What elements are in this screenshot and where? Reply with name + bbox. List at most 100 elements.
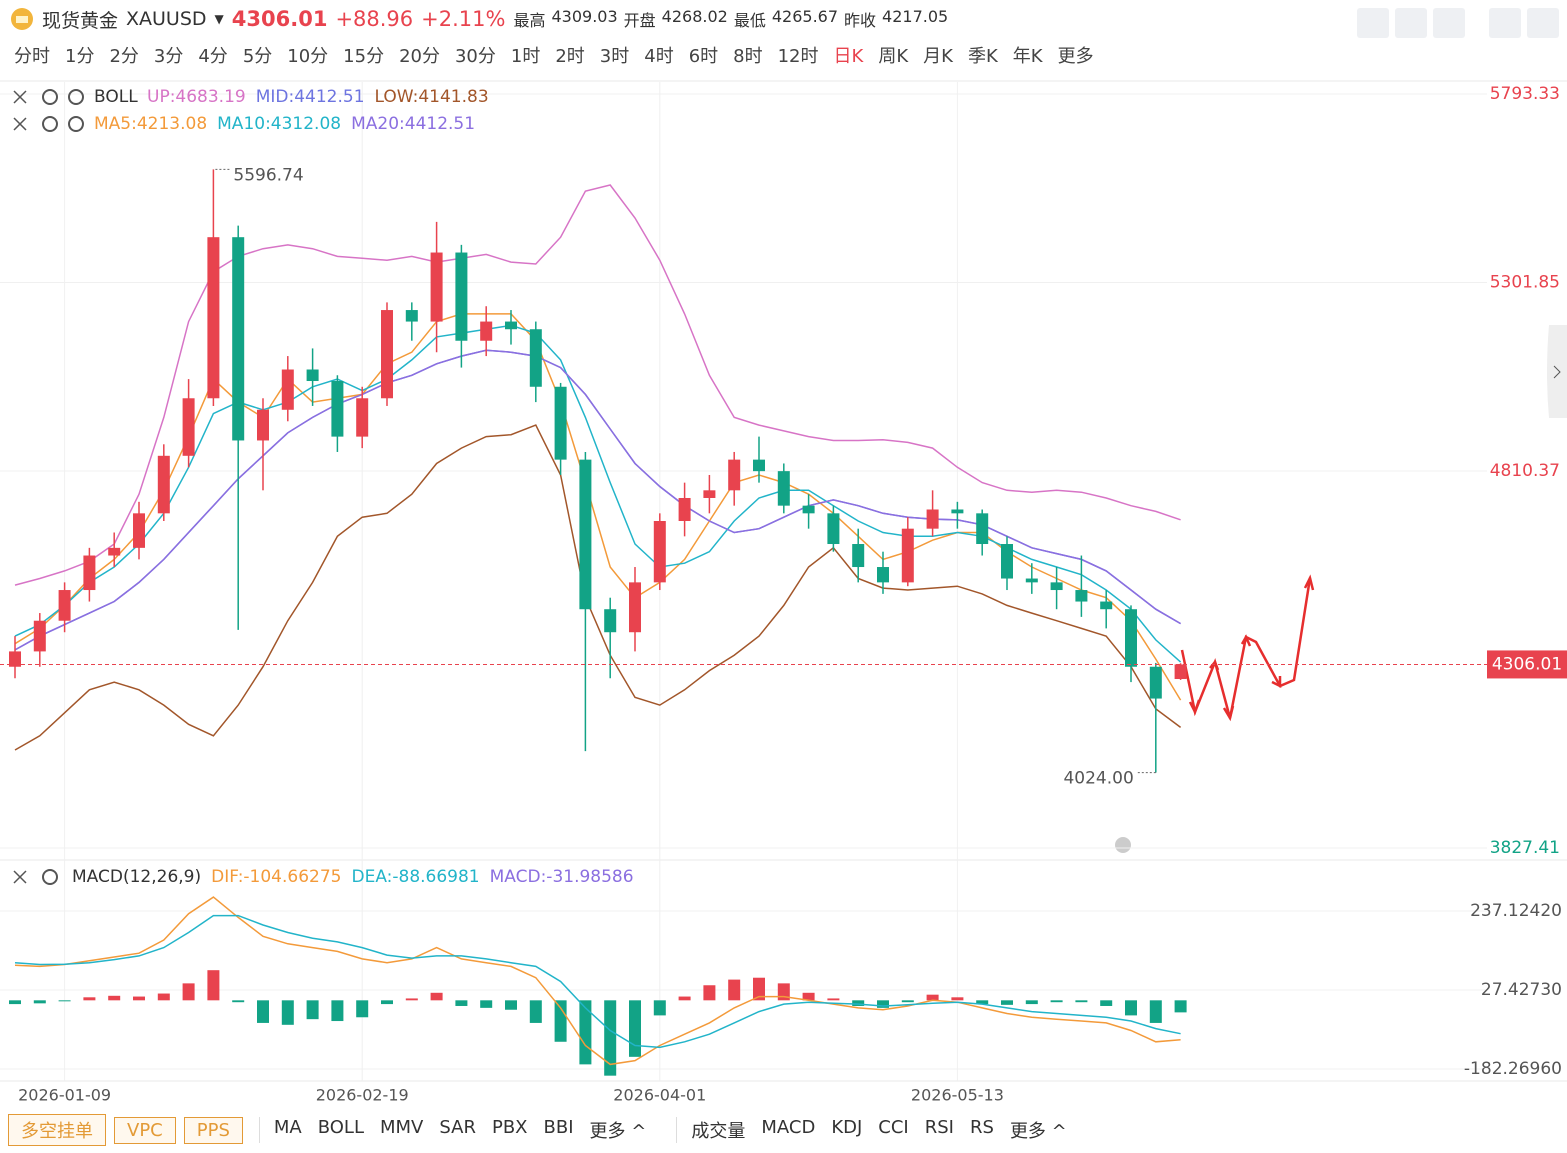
indicator-tab[interactable]: PBX (491, 1117, 528, 1138)
macd-bar (951, 997, 964, 1001)
indicator-tab[interactable]: MMV (380, 1117, 424, 1138)
period-tab[interactable]: 分时 (14, 46, 50, 67)
period-tab[interactable]: 8时 (733, 46, 763, 67)
macd-bar (207, 970, 220, 1001)
period-tab[interactable]: 季K (967, 46, 998, 67)
period-tab[interactable]: 月K (923, 46, 953, 67)
tool-button[interactable]: 多空挂单 (8, 1114, 106, 1146)
settings-icon[interactable] (42, 869, 58, 885)
candle-body (678, 497, 691, 522)
side-arrow (1553, 365, 1561, 379)
indicator-tab[interactable]: 更多 ^ (1009, 1121, 1067, 1142)
period-tab[interactable]: 6时 (688, 46, 719, 67)
indicator-tab[interactable]: MACD (761, 1117, 816, 1138)
period-tab[interactable]: 周K (878, 46, 909, 67)
side-handle[interactable] (1547, 325, 1567, 418)
indicator-tab[interactable]: 更多 ^ (589, 1121, 647, 1142)
y-tick-label: 5793.33 (1490, 84, 1560, 104)
macd-bar (430, 992, 443, 1001)
eye-icon[interactable] (68, 89, 84, 105)
candle-body (83, 555, 96, 591)
macd-line (14, 914, 1181, 1049)
period-tab[interactable]: 5分 (242, 46, 273, 67)
tool-button[interactable]: VPC (114, 1116, 176, 1144)
candle-body (1174, 664, 1187, 680)
period-tab[interactable]: 20分 (399, 46, 440, 67)
macd-bar (753, 977, 765, 1001)
candle-body (1050, 582, 1063, 591)
indicator-tab[interactable]: SAR (439, 1117, 476, 1138)
macd-bar (604, 1000, 617, 1076)
indicator-tab[interactable]: BOLL (317, 1117, 364, 1138)
candle-body (554, 386, 567, 460)
macd-bar (629, 1000, 641, 1057)
candle-body (1125, 609, 1137, 667)
period-tab[interactable]: 3分 (153, 46, 184, 67)
indicator-line (14, 424, 1182, 751)
indicator-tab[interactable]: MA (273, 1117, 302, 1138)
macd-bar (381, 1000, 393, 1005)
period-tab[interactable]: 2分 (109, 46, 139, 67)
period-tab[interactable]: 2时 (555, 46, 585, 67)
period-tab[interactable]: 1分 (65, 46, 95, 67)
indicator-tab[interactable]: BBI (543, 1117, 574, 1138)
indicator-tab[interactable]: RSI (924, 1117, 954, 1138)
period-tab[interactable]: 更多 (1057, 46, 1094, 67)
close-icon[interactable] (13, 90, 27, 104)
clock-icon (1115, 837, 1131, 853)
candle-body (33, 620, 46, 652)
stat-value: 4268.02 (661, 7, 728, 26)
caret[interactable]: ▼ (214, 12, 224, 26)
symbol[interactable]: XAUUSD (126, 8, 207, 30)
macd-bar (257, 1000, 269, 1023)
period-tab[interactable]: 4时 (644, 46, 674, 67)
toolbar-icons (1357, 8, 1559, 38)
period-tab[interactable]: 3时 (599, 46, 630, 67)
period-tabs: 分时 1分 2分 3分 4分 5分 10分 15分 20分 30分 1时 2时 3时 4时 6时 8时 12时日… (14, 42, 1094, 68)
macd-bar (976, 1000, 989, 1005)
period-tab[interactable]: 年K (1012, 46, 1043, 67)
settings-icon[interactable] (42, 116, 58, 132)
tool-button[interactable]: PPS (183, 1116, 243, 1144)
candle-body (926, 509, 939, 529)
macd-bar (802, 992, 815, 1001)
settings-icon[interactable] (42, 89, 58, 105)
macd-bar (1149, 1000, 1162, 1023)
candle-body (1149, 666, 1162, 699)
period-tab[interactable]: 1时 (510, 46, 541, 67)
period-tab[interactable]: 30分 (454, 46, 496, 67)
indicator-tab[interactable]: KDJ (831, 1117, 863, 1138)
tool-btn[interactable] (1527, 8, 1559, 38)
macd-line (14, 896, 1181, 1066)
period-tab[interactable]: 10分 (287, 46, 329, 67)
eye-icon[interactable] (68, 116, 84, 132)
indicator-tab[interactable]: 成交量 (691, 1121, 746, 1142)
period-tab[interactable]: 日K (833, 46, 864, 67)
tool-btn[interactable] (1357, 8, 1389, 38)
close-icon[interactable] (13, 117, 27, 131)
candle-body (108, 547, 121, 556)
tool-btn[interactable] (1395, 8, 1427, 38)
period-tab[interactable]: 4分 (198, 46, 228, 67)
candle-body (728, 459, 741, 491)
candle-body (281, 369, 294, 410)
indicator-tab[interactable]: RS (970, 1117, 994, 1138)
period-tab[interactable]: 15分 (343, 46, 385, 67)
tool-btn[interactable] (1489, 8, 1521, 38)
candle-body (356, 398, 369, 437)
legend-entry: DIF:-104.66275 (211, 867, 341, 887)
y-tick-label: 4810.37 (1490, 461, 1560, 481)
macd-bar (1125, 1000, 1137, 1016)
macd-bar (1075, 1000, 1088, 1003)
period-tab[interactable]: 12时 (777, 46, 819, 67)
candle-body (1001, 544, 1013, 579)
indicator-tab[interactable]: CCI (878, 1117, 909, 1138)
indicator-line (14, 313, 1182, 701)
tool-btn[interactable] (1433, 8, 1465, 38)
macd-bar (33, 1000, 46, 1004)
current-price-box (1487, 650, 1567, 679)
legend-entry: MA10:4312.08 (217, 114, 341, 134)
candle-body (901, 528, 914, 583)
close-icon[interactable] (13, 870, 27, 884)
